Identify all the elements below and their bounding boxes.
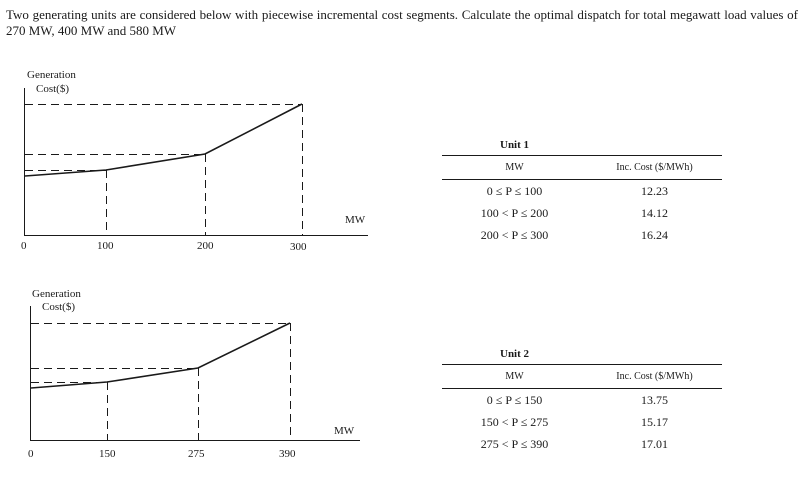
mw-range: 275 < P ≤ 390 xyxy=(480,436,549,451)
table-row: 200 < P ≤ 300 16.24 xyxy=(442,224,722,246)
mw-range: 200 < P ≤ 300 xyxy=(480,227,549,242)
mw-range: 150 < P ≤ 275 xyxy=(480,414,549,429)
inc-cost-value: 13.75 xyxy=(641,392,668,407)
table-title: Unit 2 xyxy=(500,347,530,360)
mw-range: 0 ≤ P ≤ 150 xyxy=(486,392,543,407)
y-axis-label-line1: Generation xyxy=(32,288,81,300)
cost-curve xyxy=(30,322,291,389)
column-header-mw: MW xyxy=(442,364,587,389)
x-tick-3: 390 xyxy=(279,448,296,460)
x-axis-label: MW xyxy=(345,214,366,226)
mw-range: 100 < P ≤ 200 xyxy=(480,205,549,220)
cost-curve xyxy=(24,103,303,177)
y-axis-label-line2: Cost($) xyxy=(42,301,75,313)
dashed-guides xyxy=(31,323,291,440)
dashed-guides xyxy=(25,104,303,235)
problem-statement: Two generating units are considered belo… xyxy=(6,7,798,38)
generation-cost-curve-unit-1: Generation Cost($) 0 100 200 300 MW xyxy=(21,69,368,253)
x-tick-2: 200 xyxy=(197,240,214,252)
table-row: 0 ≤ P ≤ 150 13.75 xyxy=(442,389,722,412)
x-axis-label: MW xyxy=(334,425,355,437)
table-title: Unit 1 xyxy=(500,138,530,151)
column-header-inc-cost: Inc. Cost ($/MWh) xyxy=(587,155,722,180)
x-tick-2: 275 xyxy=(188,448,205,460)
inc-cost-value: 16.24 xyxy=(641,227,668,242)
inc-cost-value: 17.01 xyxy=(641,436,668,451)
inc-cost-value: 14.12 xyxy=(641,205,668,220)
x-tick-1: 150 xyxy=(99,448,116,460)
unit-2-cost-table: Unit 2 MW Inc. Cost ($/MWh) 0 ≤ P ≤ 150 … xyxy=(442,343,722,455)
x-tick-origin: 0 xyxy=(28,448,34,460)
inc-cost-value: 12.23 xyxy=(641,183,668,198)
x-tick-3: 300 xyxy=(290,241,307,253)
inc-cost-value: 15.17 xyxy=(641,414,668,429)
x-tick-1: 100 xyxy=(97,240,114,252)
table-row: 100 < P ≤ 200 14.12 xyxy=(442,202,722,224)
x-tick-origin: 0 xyxy=(21,240,27,252)
column-header-mw: MW xyxy=(442,155,587,180)
generation-cost-curve-unit-2: Generation Cost($) 0 150 275 390 MW xyxy=(28,288,360,460)
table-row: 275 < P ≤ 390 17.01 xyxy=(442,433,722,455)
column-header-inc-cost: Inc. Cost ($/MWh) xyxy=(587,364,722,389)
table-row: 0 ≤ P ≤ 100 12.23 xyxy=(442,180,722,203)
mw-range: 0 ≤ P ≤ 100 xyxy=(486,183,543,198)
table-row: 150 < P ≤ 275 15.17 xyxy=(442,411,722,433)
y-axis-label-line1: Generation xyxy=(27,69,76,81)
y-axis-label-line2: Cost($) xyxy=(36,83,69,95)
unit-1-cost-table: Unit 1 MW Inc. Cost ($/MWh) 0 ≤ P ≤ 100 … xyxy=(442,134,722,246)
